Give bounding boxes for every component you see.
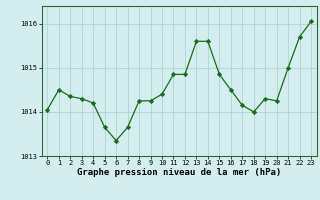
X-axis label: Graphe pression niveau de la mer (hPa): Graphe pression niveau de la mer (hPa) bbox=[77, 168, 281, 177]
